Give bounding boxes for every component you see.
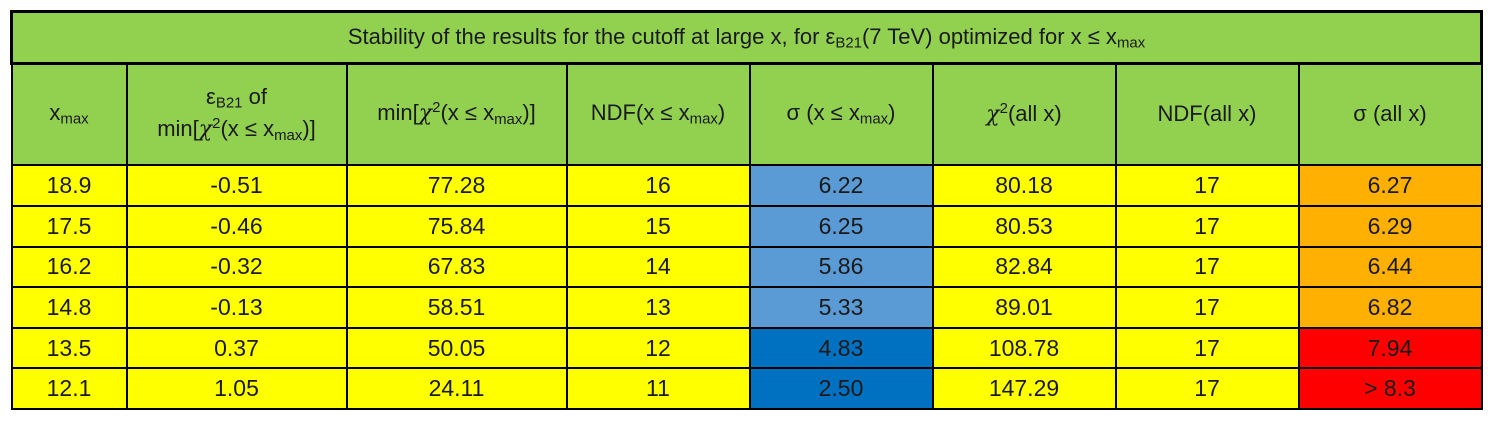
- results-table: Stability of the results for the cutoff …: [10, 10, 1483, 410]
- cell-sigma-all: 6.29: [1297, 204, 1483, 248]
- cell-xmax: 18.9: [10, 164, 128, 207]
- cell-sigma-x: 5.33: [748, 286, 934, 329]
- header-chi2-all: χ2(all x): [931, 62, 1117, 167]
- header-min-chi2: min[χ2(x ≤ xmax)]: [345, 62, 568, 167]
- cell-ndf-x: 16: [565, 164, 751, 207]
- cell-sigma-all: 7.94: [1297, 326, 1483, 370]
- table-row: 13.5 0.37 50.05 12 4.83 108.78 17 7.94: [10, 326, 1483, 370]
- header-eps: εB21 of min[χ2(x ≤ xmax)]: [125, 62, 348, 167]
- cell-ndf-x: 14: [565, 245, 751, 289]
- header-sigma-all: σ (all x): [1297, 62, 1483, 167]
- cell-eps: -0.51: [125, 164, 348, 207]
- cell-ndf-x: 15: [565, 204, 751, 248]
- cell-sigma-all: 6.27: [1297, 164, 1483, 207]
- cell-xmax: 16.2: [10, 245, 128, 289]
- header-ndf-x: NDF(x ≤ xmax): [565, 62, 751, 167]
- header-sigma-x: σ (x ≤ xmax): [748, 62, 934, 167]
- cell-chi2-all: 80.18: [931, 164, 1117, 207]
- cell-ndf-x: 12: [565, 326, 751, 370]
- cell-ndf-all: 17: [1114, 164, 1300, 207]
- cell-sigma-x: 2.50: [748, 367, 934, 410]
- header-row: xmax εB21 of min[χ2(x ≤ xmax)] min[χ2(x ≤…: [10, 62, 1483, 167]
- cell-chi2-all: 108.78: [931, 326, 1117, 370]
- cell-ndf-x: 13: [565, 286, 751, 329]
- header-ndf-all: NDF(all x): [1114, 62, 1300, 167]
- table-row: 16.2 -0.32 67.83 14 5.86 82.84 17 6.44: [10, 245, 1483, 289]
- table-row: 18.9 -0.51 77.28 16 6.22 80.18 17 6.27: [10, 164, 1483, 207]
- title-row: Stability of the results for the cutoff …: [10, 10, 1483, 65]
- cell-eps: 0.37: [125, 326, 348, 370]
- cell-min-chi2: 24.11: [345, 367, 568, 410]
- cell-ndf-all: 17: [1114, 204, 1300, 248]
- cell-sigma-x: 6.25: [748, 204, 934, 248]
- cell-chi2-all: 82.84: [931, 245, 1117, 289]
- cell-min-chi2: 77.28: [345, 164, 568, 207]
- cell-sigma-x: 4.83: [748, 326, 934, 370]
- table-row: 17.5 -0.46 75.84 15 6.25 80.53 17 6.29: [10, 204, 1483, 248]
- cell-chi2-all: 147.29: [931, 367, 1117, 410]
- cell-xmax: 12.1: [10, 367, 128, 410]
- cell-xmax: 14.8: [10, 286, 128, 329]
- cell-ndf-all: 17: [1114, 286, 1300, 329]
- cell-min-chi2: 75.84: [345, 204, 568, 248]
- cell-min-chi2: 67.83: [345, 245, 568, 289]
- cell-sigma-all: 6.82: [1297, 286, 1483, 329]
- cell-sigma-all: 6.44: [1297, 245, 1483, 289]
- header-xmax: xmax: [10, 62, 128, 167]
- cell-xmax: 13.5: [10, 326, 128, 370]
- cell-ndf-all: 17: [1114, 367, 1300, 410]
- cell-eps: -0.46: [125, 204, 348, 248]
- cell-min-chi2: 58.51: [345, 286, 568, 329]
- cell-min-chi2: 50.05: [345, 326, 568, 370]
- cell-sigma-x: 6.22: [748, 164, 934, 207]
- cell-ndf-all: 17: [1114, 326, 1300, 370]
- cell-eps: -0.13: [125, 286, 348, 329]
- cell-sigma-x: 5.86: [748, 245, 934, 289]
- cell-sigma-all: > 8.3: [1297, 367, 1483, 410]
- table-title: Stability of the results for the cutoff …: [10, 10, 1483, 65]
- cell-chi2-all: 80.53: [931, 204, 1117, 248]
- table-row: 12.1 1.05 24.11 11 2.50 147.29 17 > 8.3: [10, 367, 1483, 410]
- cell-xmax: 17.5: [10, 204, 128, 248]
- cell-ndf-x: 11: [565, 367, 751, 410]
- cell-eps: 1.05: [125, 367, 348, 410]
- table-row: 14.8 -0.13 58.51 13 5.33 89.01 17 6.82: [10, 286, 1483, 329]
- cell-ndf-all: 17: [1114, 245, 1300, 289]
- cell-chi2-all: 89.01: [931, 286, 1117, 329]
- cell-eps: -0.32: [125, 245, 348, 289]
